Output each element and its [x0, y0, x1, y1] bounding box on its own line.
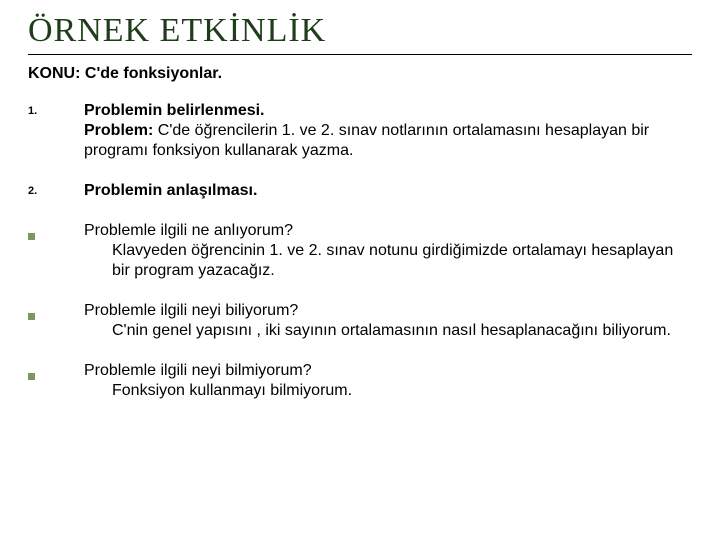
- item-body: Problemin belirlenmesi. Problem: C'de öğ…: [84, 101, 692, 161]
- number-marker: 2.: [28, 181, 84, 197]
- slide: ÖRNEK ETKİNLİK KONU: C'de fonksiyonlar. …: [0, 0, 720, 540]
- item-body: Problemle ilgili neyi bilmiyorum? Fonksi…: [84, 361, 692, 401]
- item-heading: Problemin anlaşılması.: [84, 182, 257, 199]
- square-bullet-icon: [28, 373, 35, 380]
- item-label: Problem:: [84, 122, 153, 139]
- bullet-marker: [28, 361, 84, 385]
- item-question: Problemle ilgili neyi bilmiyorum?: [84, 362, 312, 379]
- list-item-4: Problemle ilgili neyi biliyorum? C'nin g…: [28, 301, 692, 341]
- item-answer: Fonksiyon kullanmayı bilmiyorum.: [84, 381, 692, 401]
- square-bullet-icon: [28, 313, 35, 320]
- item-answer: C'nin genel yapısını , iki sayının ortal…: [84, 321, 692, 341]
- items-list: 1. Problemin belirlenmesi. Problem: C'de…: [28, 101, 692, 401]
- bullet-marker: [28, 301, 84, 325]
- item-question: Problemle ilgili ne anlıyorum?: [84, 222, 293, 239]
- item-body: Problemle ilgili neyi biliyorum? C'nin g…: [84, 301, 692, 341]
- slide-title: ÖRNEK ETKİNLİK: [28, 12, 692, 50]
- item-body: Problemin anlaşılması.: [84, 181, 692, 201]
- item-body: Problemle ilgili ne anlıyorum? Klavyeden…: [84, 221, 692, 281]
- item-text: C'de öğrencilerin 1. ve 2. sınav notları…: [84, 122, 649, 159]
- list-item-2: 2. Problemin anlaşılması.: [28, 181, 692, 201]
- bullet-marker: [28, 221, 84, 245]
- list-item-3: Problemle ilgili ne anlıyorum? Klavyeden…: [28, 221, 692, 281]
- slide-subtitle: KONU: C'de fonksiyonlar.: [28, 65, 692, 83]
- title-divider: [28, 54, 692, 55]
- square-bullet-icon: [28, 233, 35, 240]
- list-item-1: 1. Problemin belirlenmesi. Problem: C'de…: [28, 101, 692, 161]
- number-marker: 1.: [28, 101, 84, 117]
- item-question: Problemle ilgili neyi biliyorum?: [84, 302, 298, 319]
- list-item-5: Problemle ilgili neyi bilmiyorum? Fonksi…: [28, 361, 692, 401]
- item-answer: Klavyeden öğrencinin 1. ve 2. sınav notu…: [84, 241, 692, 281]
- item-heading: Problemin belirlenmesi.: [84, 102, 265, 119]
